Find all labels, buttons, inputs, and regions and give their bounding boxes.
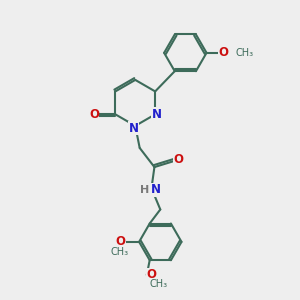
Text: N: N (129, 122, 139, 135)
Text: O: O (89, 108, 99, 121)
Text: O: O (115, 236, 125, 248)
Text: O: O (218, 46, 228, 59)
Text: N: N (151, 183, 161, 196)
Text: N: N (152, 108, 162, 121)
Text: CH₃: CH₃ (110, 247, 128, 257)
Text: O: O (174, 153, 184, 166)
Text: O: O (146, 268, 156, 281)
Text: H: H (140, 185, 150, 195)
Text: CH₃: CH₃ (236, 48, 254, 58)
Text: CH₃: CH₃ (149, 279, 168, 290)
